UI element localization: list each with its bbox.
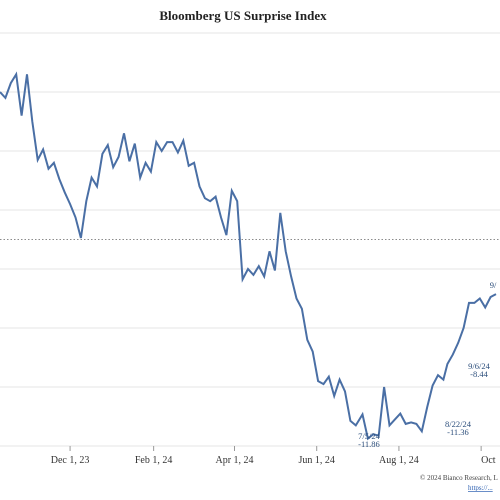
footer: © 2024 Bianco Research, L https://...: [420, 474, 498, 492]
annotation-value: -11.86: [358, 439, 380, 449]
annotation-date: 9/6/24: [468, 361, 490, 371]
x-tick-label: Jun 1, 24: [299, 455, 335, 466]
grid: [0, 32, 500, 447]
annotation-date: 9/: [490, 280, 497, 290]
x-tick-label: Dec 1, 23: [51, 455, 90, 466]
annotation-value: -11.36: [447, 427, 469, 437]
x-tick-label: Feb 1, 24: [135, 455, 173, 466]
annotation-value: -8.44: [470, 369, 488, 379]
series-line: [0, 71, 497, 441]
footer-link[interactable]: https://...: [468, 484, 493, 492]
x-tick-label: Apr 1, 24: [215, 455, 253, 466]
x-tick-label: Aug 1, 24: [379, 455, 419, 466]
annotations: 7/5/24-11.86 8/22/24-11.36 9/6/24-8.44 9/: [358, 280, 497, 449]
x-tick-label: Oct: [481, 455, 496, 466]
copyright-text: © 2024 Bianco Research, L: [420, 474, 498, 482]
annotation-date: 7/5/24: [358, 431, 380, 441]
x-ticks: Dec 1, 23 Feb 1, 24 Apr 1, 24 Jun 1, 24 Aug …: [51, 446, 496, 466]
chart-title: Bloomberg US Surprise Index: [159, 8, 327, 23]
annotation-date: 8/22/24: [445, 419, 472, 429]
